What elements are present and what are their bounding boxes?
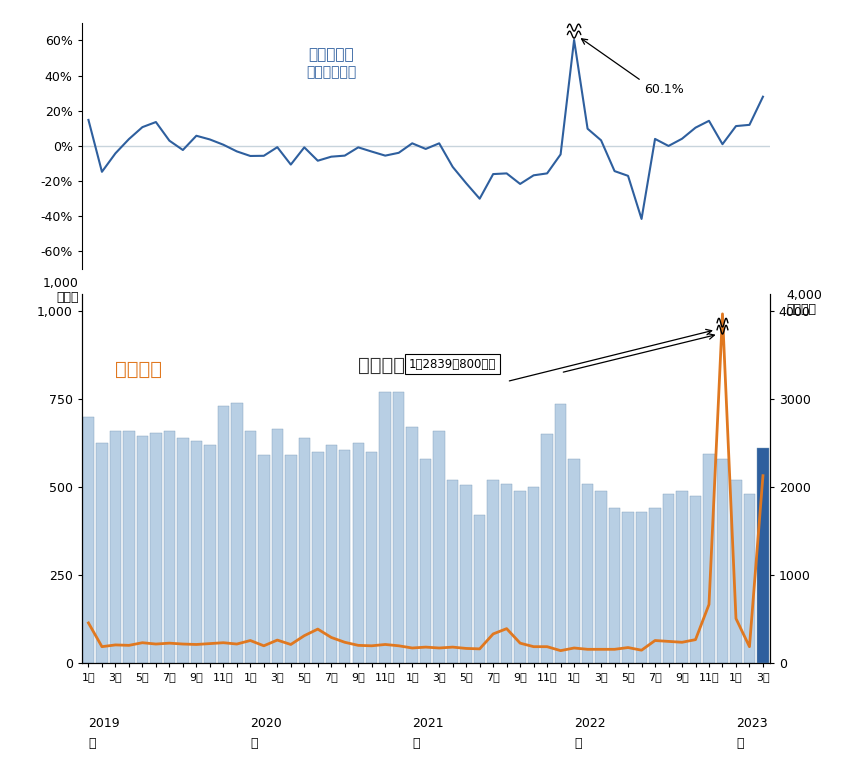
Bar bbox=[690, 496, 701, 663]
Bar bbox=[96, 443, 108, 663]
Bar bbox=[623, 512, 634, 663]
Bar bbox=[393, 392, 404, 663]
Bar bbox=[501, 484, 513, 663]
Bar bbox=[488, 480, 499, 663]
Bar bbox=[83, 417, 95, 663]
Text: 負債総額: 負債総額 bbox=[115, 360, 163, 379]
Bar bbox=[420, 459, 432, 663]
Bar bbox=[716, 459, 728, 663]
Bar bbox=[433, 431, 445, 663]
Bar bbox=[649, 508, 660, 663]
Text: 年: 年 bbox=[574, 737, 581, 750]
Bar bbox=[123, 431, 135, 663]
Bar bbox=[595, 491, 607, 663]
Bar bbox=[636, 512, 648, 663]
Text: 年: 年 bbox=[412, 737, 420, 750]
Text: 2023: 2023 bbox=[736, 718, 768, 731]
Bar bbox=[339, 450, 351, 663]
Text: （億円）: （億円） bbox=[786, 303, 816, 315]
Text: （倒産件数）: （倒産件数） bbox=[306, 65, 356, 79]
Bar bbox=[150, 433, 162, 663]
Text: 前年同月比: 前年同月比 bbox=[309, 47, 354, 62]
Text: 2022: 2022 bbox=[574, 718, 605, 731]
Bar bbox=[298, 438, 310, 663]
Bar bbox=[218, 406, 229, 663]
Bar bbox=[555, 405, 567, 663]
Text: 2020: 2020 bbox=[250, 718, 282, 731]
Bar bbox=[447, 480, 458, 663]
Bar bbox=[460, 485, 472, 663]
Text: 60.1%: 60.1% bbox=[644, 82, 684, 96]
Text: 4,000: 4,000 bbox=[786, 290, 822, 303]
Text: （件）: （件） bbox=[57, 291, 79, 304]
Text: 1,000: 1,000 bbox=[43, 277, 79, 290]
Bar bbox=[244, 431, 256, 663]
Bar bbox=[177, 438, 188, 663]
Bar bbox=[285, 456, 297, 663]
Text: 年: 年 bbox=[89, 737, 96, 750]
Bar bbox=[542, 434, 553, 663]
Text: 2019: 2019 bbox=[89, 718, 120, 731]
Bar bbox=[514, 491, 525, 663]
Bar bbox=[204, 445, 216, 663]
Bar bbox=[353, 443, 364, 663]
Bar bbox=[744, 494, 755, 663]
Bar bbox=[528, 487, 539, 663]
Bar bbox=[407, 427, 418, 663]
Text: 1兆2839億800万円: 1兆2839億800万円 bbox=[409, 357, 496, 370]
Text: 2021: 2021 bbox=[412, 718, 444, 731]
Bar bbox=[272, 429, 283, 663]
Bar bbox=[258, 456, 269, 663]
Bar bbox=[609, 508, 620, 663]
Bar bbox=[676, 491, 688, 663]
Bar bbox=[474, 515, 485, 663]
Bar bbox=[110, 431, 121, 663]
Bar bbox=[663, 494, 674, 663]
Bar bbox=[231, 402, 243, 663]
Bar bbox=[757, 448, 769, 663]
Bar bbox=[730, 480, 741, 663]
Bar bbox=[366, 452, 378, 663]
Bar bbox=[582, 484, 593, 663]
Bar bbox=[163, 431, 175, 663]
Bar bbox=[137, 436, 148, 663]
Text: 年: 年 bbox=[250, 737, 258, 750]
Text: 倒産件数: 倒産件数 bbox=[359, 356, 405, 375]
Bar bbox=[191, 441, 202, 663]
Bar bbox=[703, 453, 715, 663]
Bar bbox=[312, 452, 323, 663]
Bar bbox=[326, 445, 337, 663]
Bar bbox=[568, 459, 580, 663]
Bar bbox=[379, 392, 391, 663]
Text: 年: 年 bbox=[736, 737, 744, 750]
